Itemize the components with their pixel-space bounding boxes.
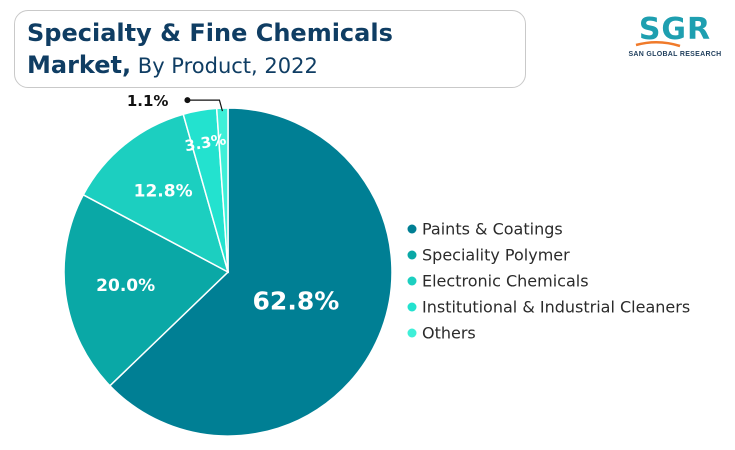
slice-label-others: 1.1% [127,92,169,110]
legend-label-others: Others [422,324,476,343]
pie-slice-paints-and-coatings [108,107,393,437]
sgr-logo: SGR SAN GLOBAL RESEARCH [628,12,722,68]
legend-label-electronic-chemicals: Electronic Chemicals [422,272,589,291]
callout-dot [184,97,191,104]
small-slice-callout: 1.1% [127,92,224,112]
logo-swoosh-icon [635,41,681,48]
callout-line [187,99,224,112]
pie-slices [63,107,393,437]
legend-label-institutional-and-industrial-cleaners: Institutional & Industrial Cleaners [422,298,690,317]
pie-labels: 62.8%20.0%12.8%3.3% [96,130,339,315]
slice-label-paints-and-coatings: 62.8% [253,286,340,315]
chart-title-line2: Market, By Product, 2022 [27,51,318,79]
slice-label-speciality-polymer: 20.0% [96,276,155,296]
legend: Paints & Coatings Speciality Polymer Elect… [407,220,690,343]
legend-swatch-electronic-chemicals [407,276,417,286]
pie-slice-speciality-polymer [63,193,230,387]
chart-title-subtitle: By Product, 2022 [131,54,318,78]
chart-title-line1: Specialty & Fine Chemicals [27,19,393,47]
pie-slice-electronic-chemicals [82,113,230,274]
logo-mark: SGR [638,12,712,47]
logo-subtitle: SAN GLOBAL RESEARCH [628,51,722,58]
chart-title-market: Market, [27,51,132,79]
slice-label-electronic-chemicals: 12.8% [134,182,193,202]
legend-swatch-others [407,328,417,338]
legend-swatch-institutional-and-industrial-cleaners [407,302,417,312]
legend-swatch-speciality-polymer [407,250,417,260]
title-box: Specialty & Fine Chemicals Market, By Pr… [14,10,526,88]
legend-swatch-paints-and-coatings [407,224,417,234]
pie-slice-others [215,107,229,273]
legend-label-speciality-polymer: Speciality Polymer [422,246,570,265]
legend-label-paints-and-coatings: Paints & Coatings [422,220,563,239]
